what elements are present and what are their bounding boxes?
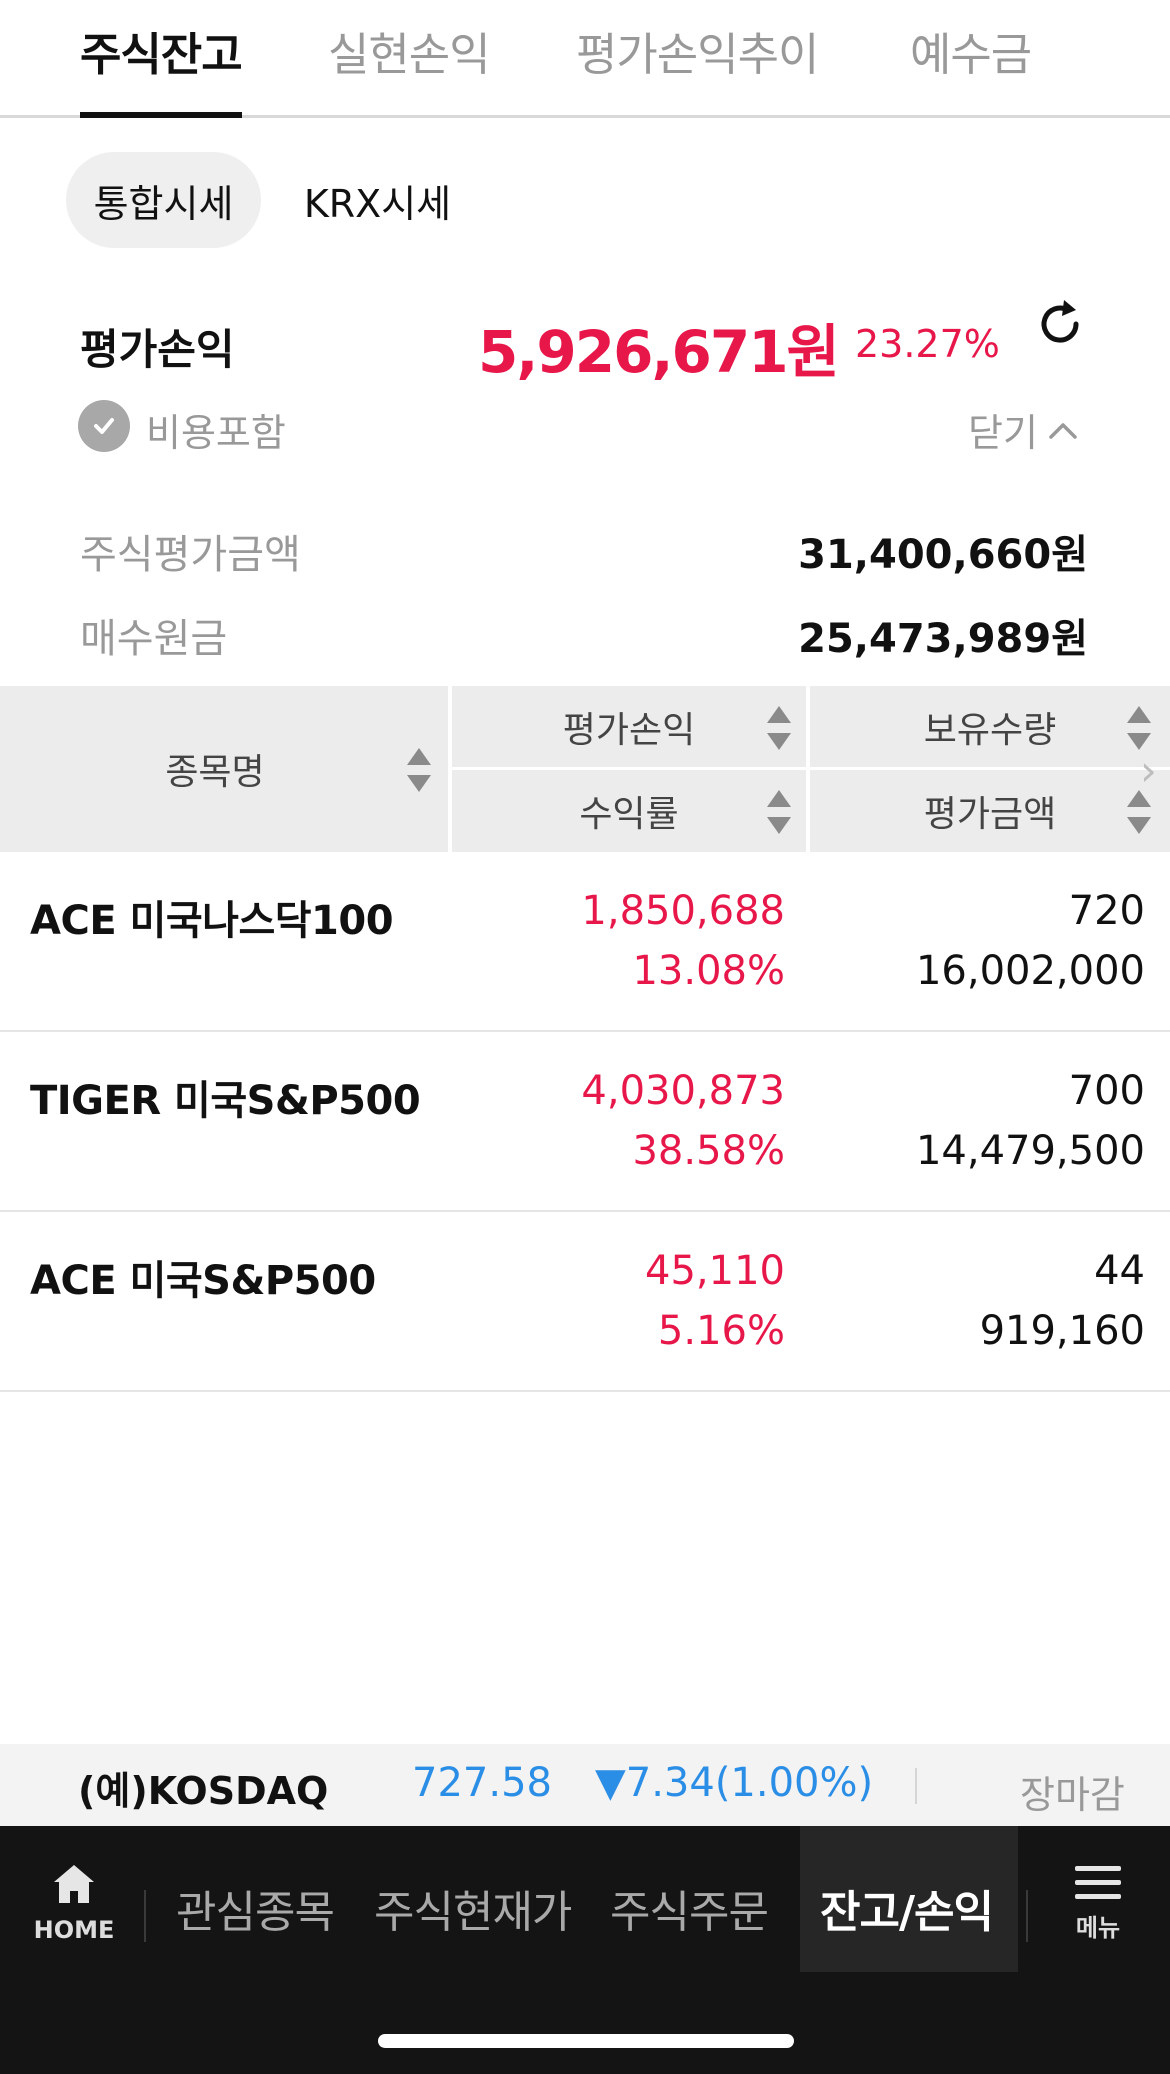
pl-amount: 5,926,671원 bbox=[478, 318, 840, 386]
stock-name: TIGER 미국S&P500 bbox=[30, 1078, 421, 1124]
bottom-nav: HOME 관심종목 주식현재가 주식주문 잔고/손익 메뉴 bbox=[0, 1826, 1170, 2074]
include-fee-checkbox[interactable] bbox=[78, 400, 130, 452]
market-status: 장마감 bbox=[1020, 1773, 1125, 1817]
qty-column-header: 보유수량 bbox=[923, 709, 1057, 751]
nav-current-price[interactable]: 주식현재가 bbox=[374, 1887, 572, 1938]
ticker-divider bbox=[915, 1768, 917, 1804]
nav-menu-button[interactable]: 메뉴 bbox=[1068, 1866, 1128, 1943]
collapse-button[interactable]: 닫기 bbox=[968, 402, 1078, 457]
nav-menu-label: 메뉴 bbox=[1075, 1914, 1121, 1942]
stock-name: ACE 미국나스닥100 bbox=[30, 898, 394, 944]
include-fee-label[interactable]: 비용포함 bbox=[146, 411, 286, 455]
sort-icon bbox=[406, 748, 432, 792]
name-column-header: 종목명 bbox=[165, 752, 265, 793]
stock-qty: 44 bbox=[1094, 1248, 1145, 1294]
hamburger-icon bbox=[1068, 1866, 1128, 1899]
stock-pl: 4,030,873 bbox=[581, 1068, 785, 1114]
stock-value: 919,160 bbox=[979, 1308, 1145, 1354]
ticker-change: ▼7.34(1.00%) bbox=[595, 1760, 874, 1806]
tab-realized-pl[interactable]: 실현손익 bbox=[328, 28, 491, 81]
check-icon bbox=[94, 418, 114, 434]
pl-column-header: 평가손익 bbox=[562, 709, 696, 751]
rate-column-header: 수익률 bbox=[579, 794, 679, 835]
eval-amount-label: 주식평가금액 bbox=[80, 532, 301, 578]
sort-by-pl[interactable]: 평가손익 bbox=[452, 686, 806, 767]
nav-balance-pl[interactable]: 잔고/손익 bbox=[820, 1887, 994, 1938]
top-tab-bar: 주식잔고 실현손익 평가손익추이 예수금 bbox=[0, 0, 1170, 118]
nav-watchlist[interactable]: 관심종목 bbox=[176, 1887, 335, 1938]
stock-rate: 13.08% bbox=[632, 948, 785, 994]
stock-value: 14,479,500 bbox=[915, 1128, 1145, 1174]
nav-order[interactable]: 주식주문 bbox=[610, 1887, 769, 1938]
tab-stock-balance[interactable]: 주식잔고 bbox=[80, 18, 243, 118]
tab-deposit[interactable]: 예수금 bbox=[910, 28, 1032, 81]
chevron-up-icon bbox=[1049, 422, 1077, 439]
table-row[interactable]: TIGER 미국S&P500 4,030,873 38.58% 700 14,4… bbox=[0, 1032, 1170, 1212]
table-row[interactable]: ACE 미국나스닥100 1,850,688 13.08% 720 16,002… bbox=[0, 852, 1170, 1032]
home-indicator bbox=[378, 2034, 794, 2048]
index-ticker[interactable]: (예)KOSDAQ 727.58 ▼7.34(1.00%) 장마감 bbox=[0, 1744, 1170, 1826]
sort-by-value[interactable]: 평가금액 bbox=[810, 770, 1170, 852]
sort-by-rate[interactable]: 수익률 bbox=[452, 770, 806, 852]
pl-rate: 23.27% bbox=[855, 322, 1000, 366]
sort-icon bbox=[1126, 790, 1152, 834]
stock-pl: 1,850,688 bbox=[581, 888, 785, 934]
pl-label: 평가손익 bbox=[80, 325, 235, 374]
holdings-table-header: 종목명 평가손익 수익률 보유수량 평가금액 bbox=[0, 686, 1170, 852]
nav-home-label: HOME bbox=[33, 1916, 115, 1944]
sort-icon bbox=[766, 790, 792, 834]
nav-active-highlight bbox=[800, 1826, 1018, 1972]
sort-icon bbox=[1126, 706, 1152, 750]
table-row[interactable]: ACE 미국S&P500 45,110 5.16% 44 919,160 bbox=[0, 1212, 1170, 1392]
ticker-index-name: (예)KOSDAQ bbox=[78, 1769, 329, 1813]
nav-home-button[interactable]: HOME bbox=[32, 1862, 116, 1944]
value-column-header: 평가금액 bbox=[923, 794, 1057, 835]
eval-amount-value: 31,400,660원 bbox=[798, 532, 1088, 578]
cost-basis-value: 25,473,989원 bbox=[798, 616, 1088, 662]
cost-basis-label: 매수원금 bbox=[80, 616, 228, 662]
krx-price-toggle[interactable]: KRX시세 bbox=[303, 181, 452, 226]
home-icon bbox=[54, 1865, 94, 1903]
collapse-label: 닫기 bbox=[968, 411, 1038, 455]
sort-by-qty[interactable]: 보유수량 bbox=[810, 686, 1170, 767]
tab-pl-trend[interactable]: 평가손익추이 bbox=[576, 28, 819, 81]
stock-rate: 38.58% bbox=[632, 1128, 785, 1174]
integrated-price-toggle[interactable]: 통합시세 bbox=[66, 152, 261, 248]
sort-icon bbox=[766, 706, 792, 750]
stock-qty: 720 bbox=[1068, 888, 1145, 934]
sort-by-name[interactable]: 종목명 bbox=[0, 686, 450, 852]
stock-pl: 45,110 bbox=[645, 1248, 785, 1294]
stock-value: 16,002,000 bbox=[915, 948, 1145, 994]
ticker-price: 727.58 bbox=[412, 1760, 552, 1806]
refresh-icon[interactable] bbox=[1032, 296, 1088, 352]
stock-name: ACE 미국S&P500 bbox=[30, 1258, 376, 1304]
stock-rate: 5.16% bbox=[657, 1308, 785, 1354]
chevron-right-icon[interactable]: › bbox=[1140, 746, 1157, 795]
stock-qty: 700 bbox=[1068, 1068, 1145, 1114]
